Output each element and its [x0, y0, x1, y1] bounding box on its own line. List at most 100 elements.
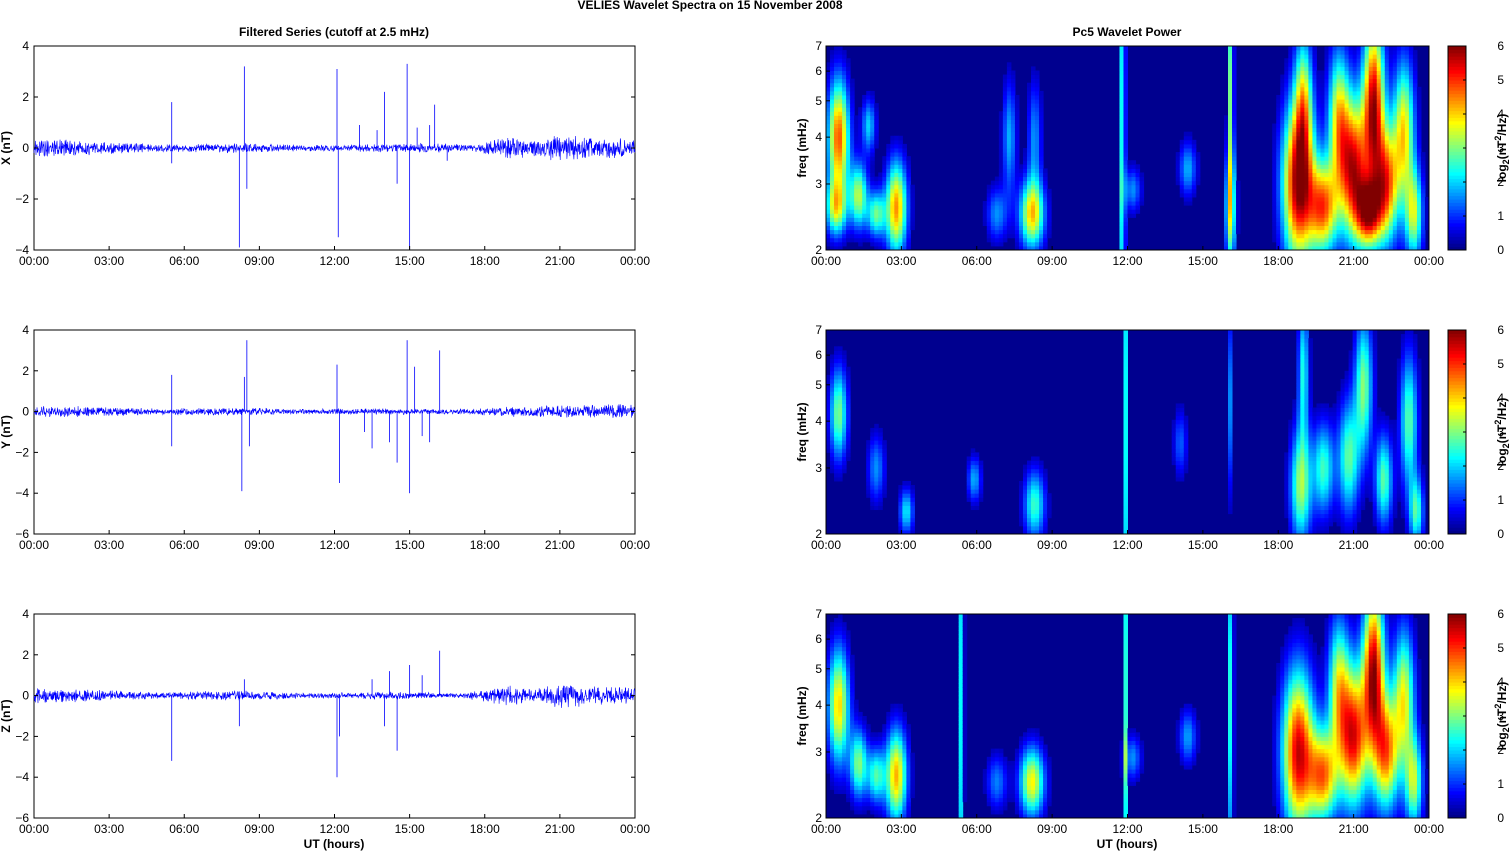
spectrogram-cell	[1296, 115, 1301, 120]
spectrogram-cell	[1027, 213, 1032, 218]
spectrogram-cell	[1337, 172, 1342, 177]
spectrogram-cell	[1401, 181, 1406, 186]
spectrogram-cell	[1316, 168, 1321, 173]
spectrogram-cell	[1015, 213, 1020, 218]
spectrogram-cell	[902, 213, 907, 218]
spectrogram-cell	[834, 230, 839, 235]
spectrogram-cell	[1123, 440, 1128, 445]
spectrogram-cell	[1349, 201, 1354, 206]
spectrogram-cell	[1292, 209, 1297, 214]
spectrogram-cell	[1288, 66, 1293, 71]
spectrogram-cell	[894, 226, 899, 231]
spectrogram-cell	[1232, 193, 1237, 198]
spectrogram-cell	[1324, 46, 1329, 51]
spectrogram-cell	[870, 193, 875, 198]
spectrogram-cell	[1011, 234, 1016, 239]
spectrogram-cell	[838, 424, 843, 429]
spectrogram-cell	[1007, 107, 1012, 112]
spectrogram-cell	[1337, 209, 1342, 214]
spectrogram-cell	[1413, 217, 1418, 222]
spectrogram-cell	[1421, 160, 1426, 165]
spectrogram-cell	[1023, 197, 1028, 202]
spectrogram-cell	[1353, 181, 1358, 186]
spectrogram-cell	[1288, 201, 1293, 206]
spectrogram-cell	[826, 416, 831, 421]
spectrogram-cell	[1397, 58, 1402, 63]
spectrogram-cell	[1369, 156, 1374, 161]
spectrogram-cell	[862, 99, 867, 104]
spectrogram-cell	[1341, 226, 1346, 231]
spectrogram-cell	[1284, 177, 1289, 182]
spectrogram-cell	[834, 87, 839, 92]
spectrogram-cell	[858, 217, 863, 222]
spectrogram-cell	[838, 115, 843, 120]
spectrogram-cell	[1023, 209, 1028, 214]
spectrogram-cell	[882, 172, 887, 177]
spectrogram-cell	[1421, 152, 1426, 157]
spectrogram-cell	[987, 197, 992, 202]
spectrogram-cell	[1035, 164, 1040, 169]
spectrogram-cell	[1288, 193, 1293, 198]
spectrogram-cell	[1276, 213, 1281, 218]
spectrogram-cell	[850, 79, 855, 84]
spectrogram-cell	[1180, 416, 1185, 421]
spectrogram-cell	[870, 160, 875, 165]
spectrogram-cell	[882, 160, 887, 165]
spectrogram-cell	[1312, 420, 1317, 425]
spectrogram-cell	[1228, 185, 1233, 190]
spectrogram-cell	[870, 148, 875, 153]
spectrogram-cell	[1357, 226, 1362, 231]
spectrogram-cell	[1405, 95, 1410, 100]
spectrogram-cell	[1413, 128, 1418, 133]
spectrogram-cell	[1224, 172, 1229, 177]
spectrogram-cell	[1397, 107, 1402, 112]
spectrogram-cell	[1377, 70, 1382, 75]
spectrogram-cell	[1337, 501, 1342, 506]
spectrogram-cell	[1353, 111, 1358, 116]
spectrogram-cell	[1333, 465, 1338, 470]
spectrogram-cell	[906, 164, 911, 169]
spectrogram-cell	[1300, 172, 1305, 177]
spectrogram-cell	[1312, 526, 1317, 531]
spectrogram-cell	[1397, 111, 1402, 116]
spectrogram-cell	[1308, 189, 1313, 194]
spectrogram-cell	[1369, 87, 1374, 92]
spectrogram-cell	[1333, 461, 1338, 466]
spectrogram-cell	[1123, 128, 1128, 133]
spectrogram-cell	[1357, 111, 1362, 116]
spectrogram-cell	[838, 354, 843, 359]
spectrogram-cell	[1007, 221, 1012, 226]
spectrogram-cell	[1329, 408, 1334, 413]
spectrogram-cell	[1015, 99, 1020, 104]
spectrogram-cell	[1228, 234, 1233, 239]
colorbar-step	[1448, 131, 1466, 135]
spectrogram-cell	[1337, 54, 1342, 59]
spectrogram-cell	[1280, 201, 1285, 206]
spectrogram-cell	[834, 350, 839, 355]
spectrogram-cell	[1043, 193, 1048, 198]
spectrogram-cell	[1236, 221, 1241, 226]
spectrogram-cell	[1015, 177, 1020, 182]
spectrogram-cell	[866, 152, 871, 157]
spectrogram-cell	[1345, 395, 1350, 400]
spectrogram-cell	[1361, 242, 1366, 247]
spectrogram-cell	[971, 497, 976, 502]
spectrogram-cell	[1385, 99, 1390, 104]
spectrogram-cell	[1361, 124, 1366, 129]
spectrogram-cell	[1316, 103, 1321, 108]
spectrogram-cell	[1039, 140, 1044, 145]
spectrogram-cell	[1337, 403, 1342, 408]
spectrogram-cell	[1300, 395, 1305, 400]
spectrogram-cell	[1188, 160, 1193, 165]
spectrogram-cell	[846, 156, 851, 161]
spectrogram-cell	[995, 205, 1000, 210]
spectrogram-cell	[995, 242, 1000, 247]
spectrogram-cell	[1119, 103, 1124, 108]
spectrogram-cell	[1353, 465, 1358, 470]
spectrogram-cell	[1003, 189, 1008, 194]
spectrogram-cell	[1304, 185, 1309, 190]
spectrogram-cell	[991, 242, 996, 247]
spectrogram-cell	[1035, 209, 1040, 214]
spectrogram-cell	[1312, 148, 1317, 153]
spectrogram-cell	[1320, 481, 1325, 486]
